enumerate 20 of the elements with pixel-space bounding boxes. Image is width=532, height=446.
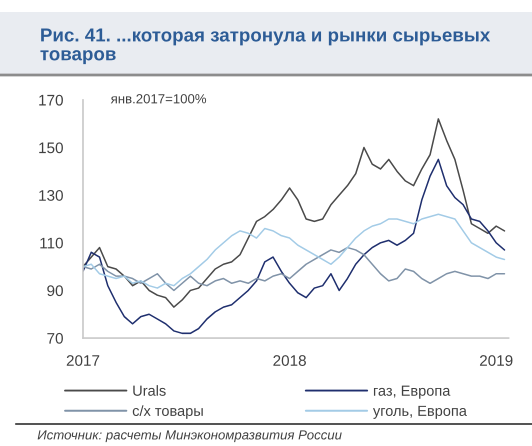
chart-title: Рис. 41. ...которая затронула и рынки сырьевых товаров <box>40 28 490 64</box>
legend-label: Urals <box>133 385 166 396</box>
line-series <box>82 213 506 289</box>
x-tick-label: 2019 <box>480 355 512 366</box>
text: Источник: расчеты Минэкономразвития России <box>38 430 342 442</box>
y-tick-label: 110 <box>40 238 63 248</box>
y-tick-label: 90 <box>47 285 63 296</box>
line-series <box>82 246 506 292</box>
x-tick-label: 2018 <box>273 355 306 366</box>
y-axis-title: янв.2017=100% <box>110 94 206 104</box>
legend-label: уголь, Европа <box>372 406 467 419</box>
y-tick-label: 150 <box>39 142 63 154</box>
y-tick-label: 130 <box>39 190 63 201</box>
line-series <box>82 158 506 334</box>
legend-label: газ, Европа <box>374 386 450 399</box>
y-tick-label: 70 <box>47 332 63 344</box>
legend-label: с/х товары <box>132 405 203 419</box>
y-tick-label: 170 <box>39 94 63 106</box>
x-tick-label: 2017 <box>66 355 100 366</box>
line-series <box>82 118 506 308</box>
